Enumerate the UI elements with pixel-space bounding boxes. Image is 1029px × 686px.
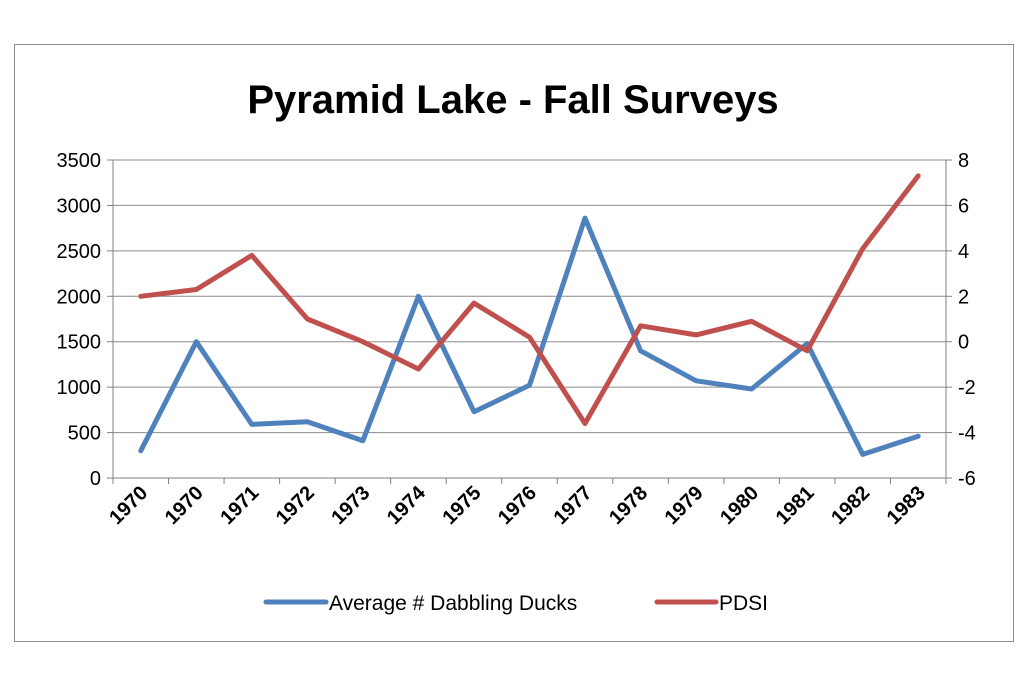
left-axis-tick-label: 3000 [57, 195, 102, 217]
legend-label-ducks: Average # Dabbling Ducks [329, 592, 577, 615]
right-axis-tick-label: 2 [958, 286, 969, 308]
data-point-pdsi [804, 348, 810, 353]
legend-label-pdsi: PDSI [719, 592, 768, 615]
data-point-pdsi [693, 332, 699, 338]
right-axis-tick-label: 4 [958, 241, 969, 263]
legend: Average # Dabbling Ducks PDSI [263, 592, 768, 615]
data-point-pdsi [471, 300, 477, 306]
data-point-pdsi [194, 287, 199, 292]
x-axis-tick-label: 1978 [605, 482, 652, 529]
x-axis-tick-label: 1972 [272, 482, 319, 529]
data-point-pdsi [638, 323, 643, 329]
x-axis-tick-label: 1983 [883, 482, 930, 529]
right-axis-tick-label: -6 [958, 468, 976, 490]
data-point-pdsi [527, 334, 532, 340]
right-axis-tick-label: -4 [958, 423, 976, 445]
data-point-ducks [471, 409, 477, 414]
data-point-pdsi [360, 339, 366, 344]
data-point-pdsi [305, 316, 310, 322]
x-axis-tick-label: 1977 [550, 482, 597, 529]
data-point-ducks [527, 383, 532, 388]
x-axis-tick-label: 1976 [494, 482, 541, 529]
right-axis-tick-label: 6 [958, 195, 969, 217]
left-axis-tick-label: 1500 [57, 332, 102, 354]
left-axis-tick-label: 2000 [57, 286, 102, 308]
data-point-ducks [360, 438, 366, 443]
x-axis-tick-label: 1971 [216, 482, 263, 529]
data-point-pdsi [749, 319, 754, 324]
x-axis-tick-label: 1970 [161, 482, 208, 529]
data-point-ducks [860, 452, 865, 457]
data-point-ducks [916, 434, 921, 439]
data-point-ducks [693, 378, 699, 383]
left-axis-tick-label: 0 [90, 468, 101, 490]
data-point-ducks [416, 294, 421, 299]
data-point-ducks [582, 215, 588, 221]
data-point-pdsi [138, 294, 143, 299]
x-axis-tick-label: 1975 [438, 482, 485, 529]
data-point-pdsi [416, 366, 421, 372]
series-lines [138, 173, 921, 457]
left-axis-tick-label: 3500 [57, 150, 102, 172]
grid-lines [113, 159, 946, 479]
x-axis-tick-label: 1979 [661, 482, 708, 529]
x-axis-tick-label: 1970 [105, 482, 152, 529]
x-axis-tick-label: 1980 [716, 482, 763, 529]
x-axis-tick-label: 1974 [383, 481, 431, 529]
data-point-pdsi [916, 173, 921, 179]
x-axis-tick-label: 1973 [327, 482, 374, 529]
chart-title: Pyramid Lake - Fall Surveys [247, 78, 778, 122]
right-axis-tick-label: 8 [958, 150, 969, 172]
data-point-ducks [305, 419, 310, 424]
left-axis-tick-label: 2500 [57, 241, 102, 263]
data-point-pdsi [249, 253, 255, 258]
x-axis-tick-label: 1981 [772, 482, 819, 529]
axes: 0 500 1000 1500 2000 2500 3000 3500 -6 -4 -2 0 2 4 6 8 1… [57, 150, 976, 529]
data-point-ducks [749, 386, 754, 392]
data-point-ducks [638, 348, 643, 353]
left-axis-tick-label: 500 [68, 423, 101, 445]
chart-frame [14, 44, 1014, 642]
data-point-pdsi [860, 246, 865, 251]
data-point-ducks [138, 448, 143, 453]
data-point-ducks [249, 422, 255, 427]
x-axis-tick-label: 1982 [827, 482, 874, 529]
right-axis-tick-label: -2 [958, 377, 976, 399]
data-point-pdsi [582, 421, 588, 426]
left-axis-tick-label: 1000 [57, 377, 102, 399]
right-axis-tick-label: 0 [958, 332, 969, 354]
data-point-ducks [194, 339, 199, 344]
